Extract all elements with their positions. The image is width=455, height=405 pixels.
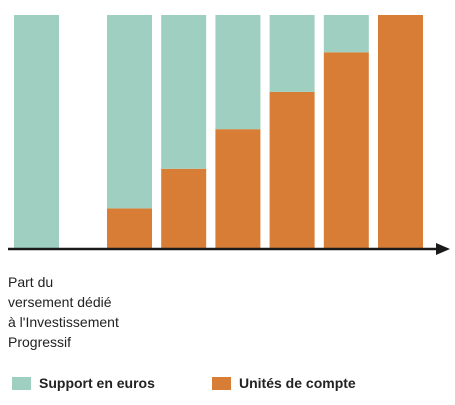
first-bar-label-line: versement dédié [8,294,112,310]
legend-item-support: Support en euros [12,375,155,391]
first-bar-label: Part du versement dédié à l'Investisseme… [8,272,148,352]
bar-segment-uc [378,15,423,248]
legend-label-support: Support en euros [39,375,155,391]
x-axis [8,243,450,255]
bar-segment-support [107,15,152,209]
bar-segment-support [215,15,261,130]
bar-segment-uc [107,208,152,248]
legend: Support en euros Unités de compte [0,375,455,397]
bars-group [14,15,423,248]
legend-swatch-support [12,376,31,390]
x-axis-arrowhead [436,243,450,255]
bar-segment-support [161,15,207,169]
legend-item-uc: Unités de compte [212,375,356,391]
bar-segment-uc [215,129,261,248]
bar-segment-uc [323,52,369,248]
first-bar-label-line: Progressif [8,334,72,350]
chart-svg: 15.0115.0215.0315.0415.0515.06 [8,15,450,255]
bar-first-support [14,15,59,248]
bar-segment-uc [269,91,315,248]
bar-segment-uc [161,168,207,248]
first-bar-label-line: à l'Investissement [8,314,119,330]
legend-swatch-uc [212,376,231,390]
first-bar-label-line: Part du [8,274,54,290]
legend-label-uc: Unités de compte [239,375,356,391]
bar-segment-support [323,15,369,53]
bar-segment-support [269,15,315,92]
